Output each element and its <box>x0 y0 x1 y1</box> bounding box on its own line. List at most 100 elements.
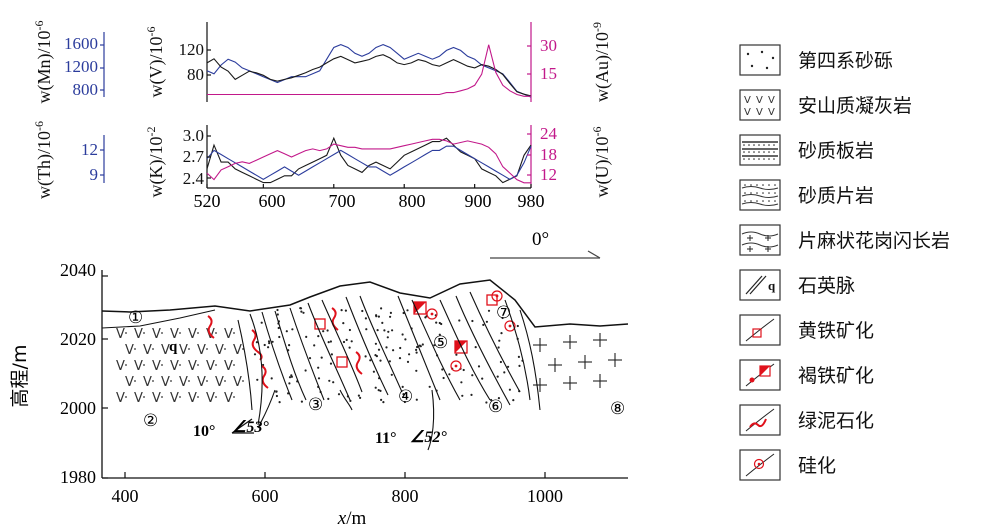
legend-vein <box>745 318 775 342</box>
th-tick-label: 9 <box>90 165 99 184</box>
tuff-v-mark: V <box>188 359 197 374</box>
sandstone-dot <box>263 343 266 347</box>
legend-dot <box>756 192 758 194</box>
tuff-v-mark: V <box>152 359 161 374</box>
tuff-v-mark: V <box>134 327 143 342</box>
legend-label: 片麻状花岗闪长岩 <box>798 230 950 252</box>
sandstone-dot <box>442 376 445 380</box>
tuff-dot <box>197 364 199 366</box>
tuff-v-mark: V <box>224 391 233 406</box>
sandstone-dot <box>256 378 259 381</box>
legend-dot <box>750 64 754 68</box>
tuff-dot <box>179 396 181 398</box>
tuff-v-mark: V <box>134 391 143 406</box>
sandstone-dot <box>448 373 451 376</box>
legend-dot <box>760 50 764 54</box>
unit-marker-1: ① <box>128 308 143 328</box>
sandstone-dot <box>458 319 461 322</box>
tuff-dot <box>224 348 226 350</box>
sandstone-dot <box>477 365 481 368</box>
sandstone-dot <box>337 393 341 396</box>
topographic-surface <box>102 279 628 328</box>
legend-v: V <box>756 107 763 118</box>
legend-label: 绿泥石化 <box>798 410 874 432</box>
silicification-dot <box>508 324 512 328</box>
sandstone-dot <box>271 340 274 343</box>
sandstone-dot <box>401 333 404 336</box>
tuff-dot <box>215 364 217 366</box>
sandstone-dot <box>374 354 377 357</box>
geochem-profile: 1600 1200 800 120 80 30 15 12 9 3.0 2.7 … <box>32 21 613 212</box>
sandstone-dot <box>364 317 367 320</box>
tuff-dot <box>242 348 244 350</box>
legend-item-dashed-dots: 砂质片岩 <box>739 179 874 211</box>
pyrite-mark <box>314 318 326 330</box>
chlorite-mark <box>355 351 363 375</box>
sandstone-dot <box>313 344 316 347</box>
th-axis-title: w(Th)/10-6 <box>32 121 55 199</box>
north-arrow-head <box>587 250 601 259</box>
tuff-dot <box>215 332 217 334</box>
sandstone-dot <box>386 336 389 339</box>
sandstone-dot <box>349 399 352 402</box>
legend-dot <box>768 144 770 146</box>
tuff-v-mark: V <box>215 343 224 358</box>
legend-dot <box>763 144 765 146</box>
sandstone-dot <box>388 360 391 363</box>
foliation-lines <box>237 291 541 451</box>
sandstone-dot <box>461 394 464 397</box>
lower-series-group <box>206 136 532 184</box>
legend-dot <box>768 192 770 194</box>
sandstone-dot <box>485 401 488 404</box>
legend-dot <box>771 56 775 60</box>
sandstone-dot <box>328 379 331 382</box>
sandstone-dot <box>377 315 380 318</box>
tuff-dot <box>233 332 235 334</box>
tuff-dot <box>197 332 199 334</box>
legend-dot <box>756 184 758 186</box>
section-tick-marks <box>102 275 546 479</box>
legend-vein <box>745 408 775 432</box>
tuff-v-mark: V <box>179 375 188 390</box>
legend-dot <box>756 200 758 202</box>
section-y-tick-label: 2040 <box>60 260 96 280</box>
legend-dot <box>773 158 775 160</box>
tuff-v-mark: V <box>224 359 233 374</box>
sandstone-dot <box>441 368 444 371</box>
sandstone-dot <box>300 400 303 403</box>
sandstone-dot <box>487 309 491 312</box>
legend-item-v-dots: V V VV V V 安山质凝灰岩 <box>739 89 912 121</box>
sandstone-dot <box>503 371 506 374</box>
sandstone-dot <box>268 342 271 345</box>
sandstone-dot <box>438 333 441 336</box>
sandstone-dot <box>490 398 493 402</box>
sandstone-dot <box>288 382 291 385</box>
tuff-v-mark: V <box>197 375 206 390</box>
tuff-v-mark: V <box>116 391 125 406</box>
sandstone-dot <box>415 348 418 351</box>
u-tick-label: 18 <box>540 145 557 164</box>
orientation-1-strike: 10° <box>193 423 215 440</box>
geochem-x-tick-label: 980 <box>518 191 545 211</box>
section-y-tick-label: 1980 <box>60 467 96 487</box>
section-x-tick-label: 600 <box>252 486 279 506</box>
legend-dot <box>768 184 770 186</box>
u-series-line <box>206 138 531 184</box>
legend-dot <box>773 144 775 146</box>
v-axis-title: w(V)/10-6 <box>144 27 167 98</box>
section-x-tick-label: 1000 <box>527 486 563 506</box>
sandstone-dot <box>415 351 418 354</box>
legend-limonite-fill <box>760 366 770 376</box>
legend-swatch <box>739 134 781 166</box>
tuff-v-mark: V <box>233 375 242 390</box>
legend-item-dotted-bands: 砂质板岩 <box>739 134 874 166</box>
sandstone-dot <box>317 366 320 369</box>
sandstone-dot <box>498 339 501 342</box>
sandstone-dot <box>277 326 280 330</box>
sandstone-dot <box>299 307 303 310</box>
sandstone-dot <box>497 397 500 400</box>
tuff-v-mark: V <box>188 391 197 406</box>
sandstone-dot <box>369 359 372 362</box>
sandstone-dot <box>381 321 384 324</box>
sandstone-dot <box>383 329 386 332</box>
